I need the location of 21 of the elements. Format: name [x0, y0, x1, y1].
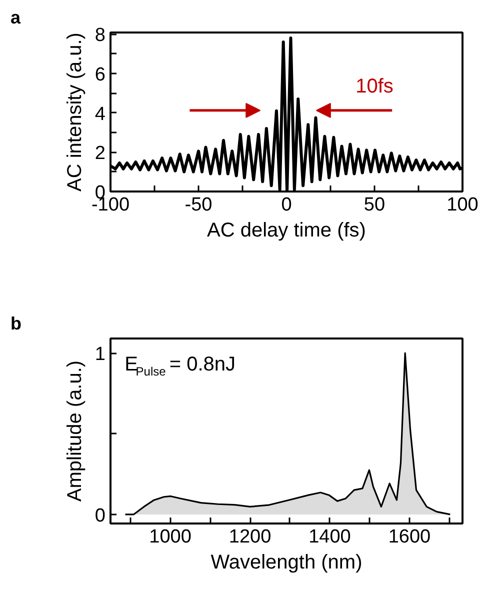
x-axis-title: AC delay time (fs)	[207, 220, 366, 242]
y-tick-label: 6	[94, 64, 106, 86]
y-tick-label: 4	[94, 104, 106, 125]
x-tick-label: 0	[281, 194, 292, 216]
y-axis-title: Amplitude (a.u.)	[64, 360, 86, 502]
annotation: 10fs	[356, 76, 394, 98]
x-tick-label: 100	[446, 194, 478, 216]
y-tick-label: 8	[94, 25, 106, 46]
x-tick-label: 50	[364, 194, 386, 216]
x-tick-label: -50	[184, 194, 212, 216]
x-tick-label: 1400	[308, 526, 351, 548]
y-tick-label: 0	[94, 505, 106, 526]
y-tick-label: 2	[94, 143, 106, 164]
x-tick-label: 1200	[228, 526, 272, 548]
chart-title: a	[10, 8, 22, 28]
x-tick-label: 1600	[388, 526, 431, 548]
y-axis-title: AC intensity (a.u.)	[64, 32, 86, 192]
x-tick-label: 1000	[149, 526, 192, 548]
chart-title: b	[10, 314, 22, 334]
y-tick-label: 1	[94, 344, 106, 366]
x-axis-title: Wavelength (nm)	[210, 552, 362, 574]
